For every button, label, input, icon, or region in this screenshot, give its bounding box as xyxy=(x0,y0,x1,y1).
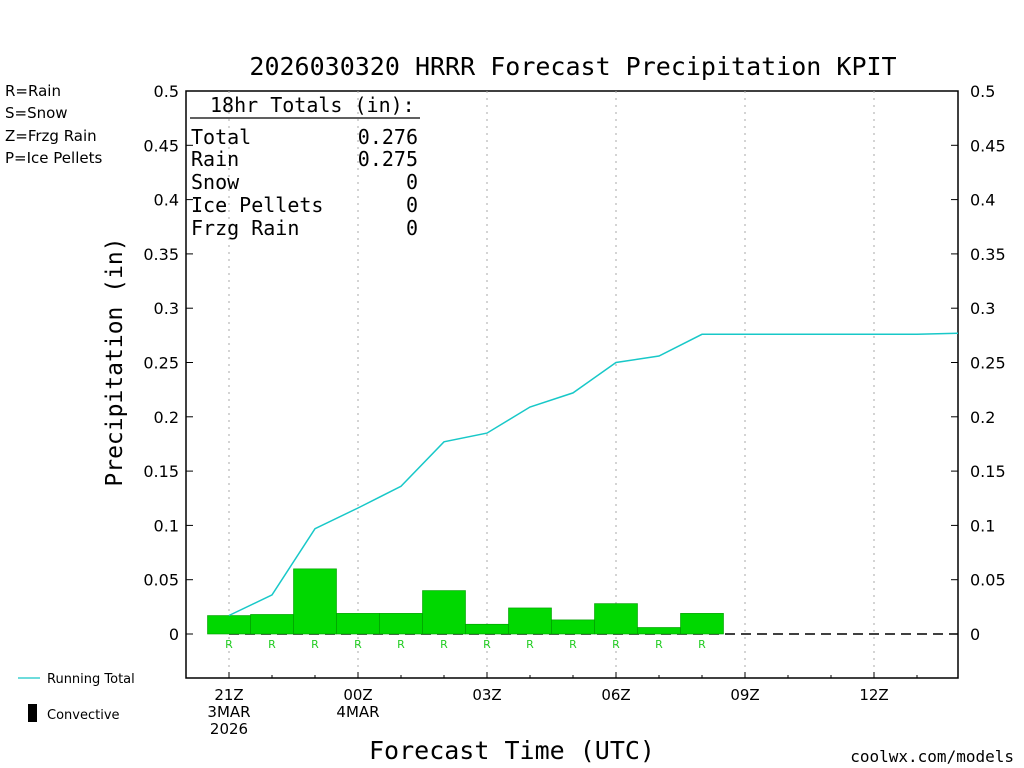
precip-bar xyxy=(250,614,294,635)
precip-type-label: R xyxy=(483,638,491,651)
y-tick-label: 0.5 xyxy=(154,82,179,101)
convective-legend-label: Convective xyxy=(47,708,120,723)
legend-rain: R=Rain xyxy=(5,82,61,100)
precip-type-label: R xyxy=(397,638,405,651)
y-tick-label: 0.05 xyxy=(143,571,179,590)
precip-type-label: R xyxy=(655,638,663,651)
y-tick-label: 0.5 xyxy=(970,82,995,101)
legend-snow: S=Snow xyxy=(5,104,68,122)
precip-type-legend: R=Rain S=Snow Z=Frzg Rain P=Ice Pellets xyxy=(5,82,102,167)
precip-bar xyxy=(551,619,595,635)
totals-header: 18hr Totals (in): xyxy=(210,93,415,117)
precip-bar xyxy=(680,613,724,635)
y-tick-label: 0.2 xyxy=(154,408,179,427)
y-tick-label: 0.25 xyxy=(143,354,179,373)
precip-type-label: R xyxy=(698,638,706,651)
totals-value: 0 xyxy=(406,216,418,240)
legend-ice-pellets: P=Ice Pellets xyxy=(5,149,102,167)
precip-type-label: R xyxy=(354,638,362,651)
chart-title: 2026030320 HRRR Forecast Precipitation K… xyxy=(249,52,896,81)
x-tick-label: 06Z xyxy=(601,686,630,704)
totals-box: 18hr Totals (in): Total 0.276 Rain 0.275… xyxy=(190,93,420,240)
totals-value: 0 xyxy=(406,170,418,194)
y-tick-label: 0.4 xyxy=(154,191,179,210)
y-tick-label: 0.1 xyxy=(970,516,995,535)
precip-type-label: R xyxy=(268,638,276,651)
x-tick-label: 21Z xyxy=(214,686,243,704)
precip-bar xyxy=(465,623,509,635)
y-tick-label: 0.15 xyxy=(143,462,179,481)
legend-frzg-rain: Z=Frzg Rain xyxy=(5,127,97,145)
y-tick-label: 0 xyxy=(169,625,179,644)
credit-text: coolwx.com/models xyxy=(850,747,1014,766)
precip-bar xyxy=(422,590,466,635)
x-tick-label: 00Z xyxy=(343,686,372,704)
totals-label: Snow xyxy=(191,170,240,194)
bar-series xyxy=(207,568,724,635)
precip-bar xyxy=(508,607,552,635)
y-axis-title: Precipitation (in) xyxy=(102,237,128,486)
y-tick-label: 0.4 xyxy=(970,191,995,210)
precip-bar xyxy=(293,568,337,635)
y-tick-label: 0.3 xyxy=(154,299,179,318)
precip-type-label: R xyxy=(311,638,319,651)
running-total-line xyxy=(228,332,959,617)
running-total-legend-label: Running Total xyxy=(47,672,135,687)
precip-type-label: R xyxy=(225,638,233,651)
x-tick-label: 3MAR xyxy=(207,703,250,721)
y-tick-label: 0.05 xyxy=(970,571,1006,590)
gridlines xyxy=(228,91,958,678)
precip-bar xyxy=(379,613,423,635)
y-tick-label: 0.35 xyxy=(970,245,1006,264)
y-tick-label: 0.15 xyxy=(970,462,1006,481)
totals-label: Frzg Rain xyxy=(191,216,299,240)
x-tick-label: 03Z xyxy=(472,686,501,704)
x-tick-label: 4MAR xyxy=(336,703,379,721)
totals-value: 0.275 xyxy=(358,147,418,171)
totals-value: 0 xyxy=(406,193,418,217)
precip-type-label: R xyxy=(526,638,534,651)
precip-bar xyxy=(594,603,638,635)
totals-label: Total xyxy=(191,125,251,149)
x-axis-title: Forecast Time (UTC) xyxy=(369,736,655,765)
y-tick-label: 0.2 xyxy=(970,408,995,427)
x-tick-label: 2026 xyxy=(210,720,248,738)
totals-label: Rain xyxy=(191,147,239,171)
precip-bar xyxy=(336,613,380,635)
x-tick-label: 12Z xyxy=(859,686,888,704)
precip-bar xyxy=(637,627,681,635)
totals-label: Ice Pellets xyxy=(191,193,323,217)
plot-frame xyxy=(185,90,959,679)
convective-swatch xyxy=(28,704,37,722)
precip-type-label: R xyxy=(569,638,577,651)
x-tick-label: 09Z xyxy=(730,686,759,704)
running-total-series xyxy=(228,332,959,617)
totals-value: 0.276 xyxy=(358,125,418,149)
y-tick-label: 0.45 xyxy=(970,136,1006,155)
y-tick-label: 0.35 xyxy=(143,245,179,264)
precip-bar xyxy=(207,615,251,635)
series-legend: Running Total Convective xyxy=(18,672,135,723)
y-tick-label: 0.1 xyxy=(154,516,179,535)
y-tick-label: 0.45 xyxy=(143,136,179,155)
precip-type-label: R xyxy=(612,638,620,651)
y-tick-label: 0 xyxy=(970,625,980,644)
y-tick-label: 0.3 xyxy=(970,299,995,318)
y-tick-label: 0.25 xyxy=(970,354,1006,373)
precip-type-label: R xyxy=(440,638,448,651)
